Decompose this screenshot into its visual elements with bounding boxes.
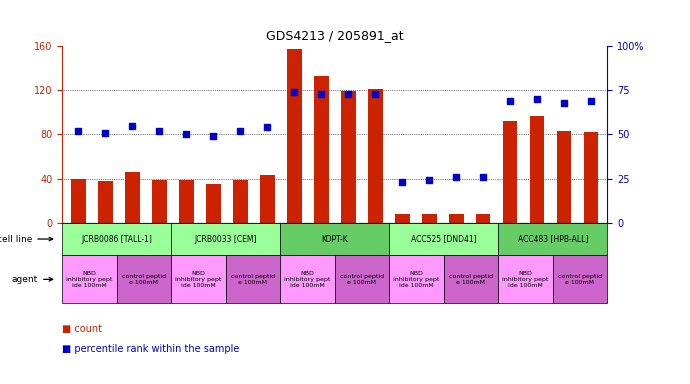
Bar (98, 181, 112, 223)
Point (208, 133, 219, 139)
Point (586, 98, 597, 104)
Point (424, 177, 435, 184)
Text: JCRB0086 [TALL-1]: JCRB0086 [TALL-1] (81, 235, 152, 243)
Point (262, 124, 273, 131)
Bar (557, 131, 571, 223)
Point (370, 91, 381, 97)
Bar (287, 50, 302, 223)
Bar (206, 184, 221, 223)
Text: ■ percentile rank within the sample: ■ percentile rank within the sample (62, 344, 239, 354)
Text: ACC483 [HPB-ALL]: ACC483 [HPB-ALL] (518, 235, 588, 243)
Bar (448, 214, 464, 223)
Text: ACC525 [DND41]: ACC525 [DND41] (411, 235, 477, 243)
Text: NBD
inhibitory pept
ide 100mM: NBD inhibitory pept ide 100mM (66, 271, 112, 288)
Point (451, 174, 462, 180)
Text: GDS4213 / 205891_at: GDS4213 / 205891_at (266, 29, 404, 42)
Bar (125, 172, 139, 223)
Text: agent: agent (12, 275, 52, 284)
Point (288, 89, 299, 95)
Bar (259, 175, 275, 223)
Bar (314, 76, 328, 223)
Point (531, 96, 542, 102)
Bar (71, 179, 86, 223)
Text: NBD
inhibitory pept
ide 100mM: NBD inhibitory pept ide 100mM (393, 271, 440, 288)
Text: control peptid
e 100mM: control peptid e 100mM (340, 274, 384, 285)
Point (315, 91, 326, 97)
Bar (584, 132, 598, 223)
Point (72, 128, 83, 134)
Point (504, 98, 515, 104)
Bar (233, 180, 248, 223)
Point (127, 122, 138, 129)
Bar (395, 214, 410, 223)
Point (477, 174, 489, 180)
Text: NBD
inhibitory pept
ide 100mM: NBD inhibitory pept ide 100mM (502, 271, 549, 288)
Text: NBD
inhibitory pept
ide 100mM: NBD inhibitory pept ide 100mM (284, 271, 331, 288)
Text: KOPT-K: KOPT-K (322, 235, 348, 243)
Text: control peptid
e 100mM: control peptid e 100mM (122, 274, 166, 285)
Bar (152, 180, 167, 223)
Text: control peptid
e 100mM: control peptid e 100mM (449, 274, 493, 285)
Point (100, 129, 111, 136)
Point (558, 99, 569, 106)
Bar (502, 121, 518, 223)
Bar (422, 214, 437, 223)
Text: control peptid
e 100mM: control peptid e 100mM (558, 274, 602, 285)
Text: NBD
inhibitory pept
ide 100mM: NBD inhibitory pept ide 100mM (175, 271, 221, 288)
Point (154, 128, 165, 134)
Point (181, 131, 192, 137)
Bar (475, 214, 491, 223)
Text: JCRB0033 [CEM]: JCRB0033 [CEM] (195, 235, 257, 243)
Text: cell line: cell line (0, 235, 52, 243)
Bar (341, 91, 355, 223)
Bar (179, 180, 194, 223)
Point (343, 91, 354, 97)
Text: control peptid
e 100mM: control peptid e 100mM (231, 274, 275, 285)
Bar (530, 116, 544, 223)
Point (397, 179, 408, 185)
Bar (368, 89, 382, 223)
Point (235, 128, 246, 134)
Text: ■ count: ■ count (62, 324, 102, 334)
